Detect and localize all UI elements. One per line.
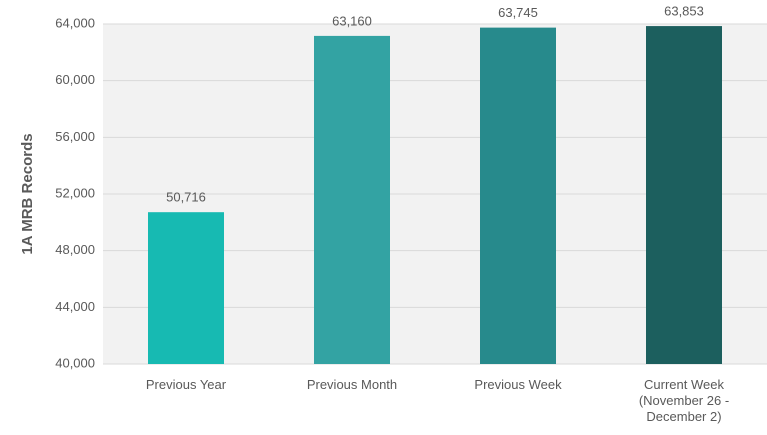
value-label: 63,853: [664, 4, 704, 19]
y-tick-label: 56,000: [55, 129, 95, 144]
x-tick-label: Previous Year: [145, 377, 227, 392]
x-tick-label: Current Week (November 26 - December 2): [638, 377, 730, 424]
value-label: 63,745: [498, 5, 538, 20]
y-tick-label: 52,000: [55, 185, 95, 200]
bar: [148, 212, 224, 364]
y-tick-label: 44,000: [55, 299, 95, 314]
x-tick-label: Previous Week: [474, 377, 562, 392]
y-tick-label: 64,000: [55, 15, 95, 30]
bar: [314, 35, 390, 365]
y-tick-label: 40,000: [55, 355, 95, 370]
value-label: 50,716: [166, 190, 206, 205]
bar: [646, 26, 722, 365]
bar: [480, 27, 556, 365]
y-axis-label: 1A MRB Records: [19, 133, 36, 254]
y-tick-label: 48,000: [55, 242, 95, 257]
y-tick-label: 60,000: [55, 72, 95, 87]
value-label: 63,160: [332, 13, 372, 28]
x-tick-label: Previous Month: [306, 377, 398, 392]
